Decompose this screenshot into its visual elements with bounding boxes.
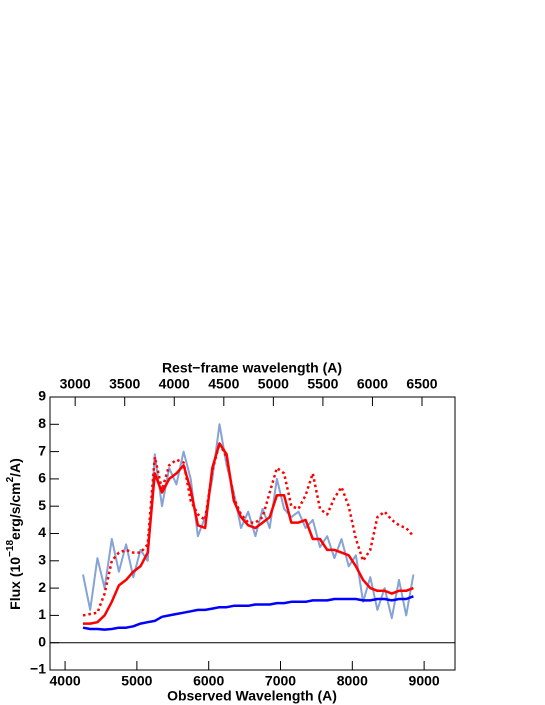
x2-tick-label: 3500 xyxy=(109,376,140,392)
spectrum-line xyxy=(83,442,414,625)
y-tick-label: 6 xyxy=(38,470,46,486)
x-tick-label: 8000 xyxy=(337,673,368,689)
y-tick-label: 1 xyxy=(38,606,46,622)
y-tick-label: −1 xyxy=(30,661,46,677)
x2-tick-label: 5500 xyxy=(307,376,338,392)
x-axis-title: Observed Wavelength (A) xyxy=(167,688,337,704)
x2-tick-label: 6500 xyxy=(406,376,437,392)
x2-tick-label: 5000 xyxy=(258,376,289,392)
y-title-part: erg/s/cm xyxy=(7,482,23,540)
y-title-part: /A) xyxy=(7,458,23,477)
y-tick-label: 5 xyxy=(38,497,46,513)
x-tick-label: 7000 xyxy=(265,673,296,689)
y-tick-label: 0 xyxy=(38,633,46,649)
y-tick-label: 7 xyxy=(38,442,46,458)
y-title-sup: 2 xyxy=(5,476,16,482)
x2-tick-label: 6000 xyxy=(357,376,388,392)
y-tick-label: 4 xyxy=(38,524,46,540)
y-axis-title: Flux (10−18erg/s/cm2/A) xyxy=(5,458,23,610)
x-tick-label: 9000 xyxy=(409,673,440,689)
y-tick-label: 9 xyxy=(38,388,46,404)
x2-tick-label: 4500 xyxy=(208,376,239,392)
spectrum-line xyxy=(82,595,414,631)
y-title-sup: −18 xyxy=(5,540,16,557)
x-tick-label: 4000 xyxy=(50,673,81,689)
y-tick-label: 8 xyxy=(38,415,46,431)
y-tick-label: 2 xyxy=(38,579,46,595)
spectrum-line xyxy=(82,442,415,617)
x2-tick-label: 3000 xyxy=(60,376,91,392)
y-tick-label: 3 xyxy=(38,552,46,568)
y-title-part: Flux (10 xyxy=(7,557,23,610)
x2-tick-label: 4000 xyxy=(159,376,190,392)
x-tick-label: 6000 xyxy=(193,673,224,689)
x2-axis-title: Rest−frame wavelength (A) xyxy=(162,360,342,376)
x-tick-label: 5000 xyxy=(121,673,152,689)
